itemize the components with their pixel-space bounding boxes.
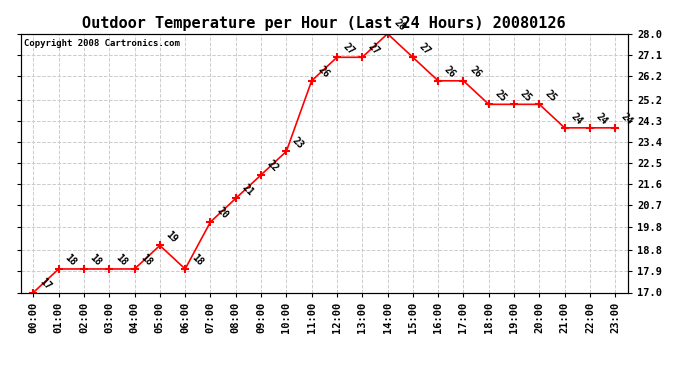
Text: 21: 21 (240, 182, 255, 198)
Text: 27: 27 (417, 41, 433, 57)
Text: 20: 20 (215, 206, 230, 221)
Title: Outdoor Temperature per Hour (Last 24 Hours) 20080126: Outdoor Temperature per Hour (Last 24 Ho… (83, 16, 566, 31)
Text: 18: 18 (139, 253, 154, 268)
Text: 17: 17 (37, 276, 53, 292)
Text: 22: 22 (265, 159, 281, 174)
Text: 27: 27 (341, 41, 357, 57)
Text: 24: 24 (620, 112, 635, 127)
Text: 18: 18 (113, 253, 129, 268)
Text: 24: 24 (594, 112, 609, 127)
Text: 24: 24 (569, 112, 584, 127)
Text: 28: 28 (392, 18, 407, 33)
Text: 19: 19 (164, 229, 179, 244)
Text: 25: 25 (544, 88, 559, 104)
Text: 27: 27 (366, 41, 382, 57)
Text: 23: 23 (290, 135, 306, 151)
Text: 25: 25 (518, 88, 533, 104)
Text: 26: 26 (316, 64, 331, 80)
Text: 26: 26 (442, 64, 457, 80)
Text: 18: 18 (189, 253, 205, 268)
Text: 18: 18 (63, 253, 78, 268)
Text: Copyright 2008 Cartronics.com: Copyright 2008 Cartronics.com (23, 39, 179, 48)
Text: 25: 25 (493, 88, 509, 104)
Text: 26: 26 (468, 64, 483, 80)
Text: 18: 18 (88, 253, 104, 268)
